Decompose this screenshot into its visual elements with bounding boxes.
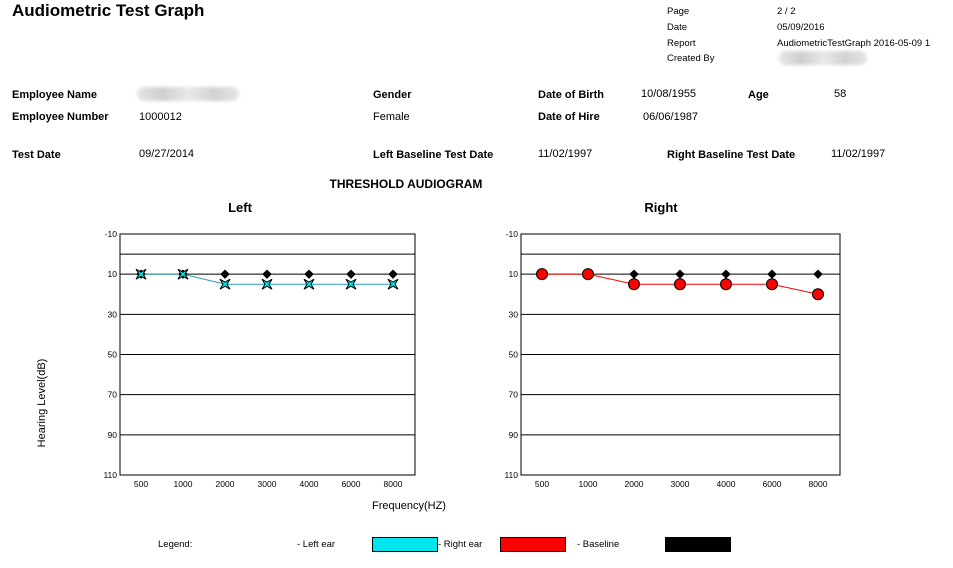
legend-baseline-label: - Baseline — [577, 539, 620, 550]
created-by-label: Created By — [667, 53, 715, 64]
right-ear-point — [582, 268, 594, 281]
employee-name-redacted — [137, 87, 239, 101]
left-baseline-label: Left Baseline Test Date — [373, 149, 494, 161]
x-tick-label-left: 3000 — [258, 479, 277, 489]
right-ear-point — [720, 278, 732, 291]
x-tick-label-right: 1000 — [579, 479, 598, 489]
y-tick-label-right: 10 — [509, 269, 519, 279]
legend-right-ear-swatch — [500, 537, 566, 552]
gender-label: Gender — [373, 89, 412, 101]
y-tick-label-right: 90 — [509, 430, 519, 440]
x-tick-label-left: 2000 — [216, 479, 235, 489]
baseline-point-left — [388, 269, 398, 279]
hire-label: Date of Hire — [538, 111, 600, 123]
baseline-point-left — [304, 269, 314, 279]
y-tick-label-left: 50 — [108, 350, 118, 360]
left-ear-point — [345, 278, 357, 290]
y-tick-label-right: 110 — [504, 470, 518, 480]
x-tick-label-right: 4000 — [717, 479, 736, 489]
page-label: Page — [667, 6, 690, 17]
y-tick-label-left: 110 — [103, 470, 117, 480]
employee-number-label: Employee Number — [12, 111, 109, 123]
x-tick-label-right: 8000 — [809, 479, 828, 489]
baseline-point-left — [220, 269, 230, 279]
hire-value: 06/06/1987 — [643, 111, 699, 123]
x-tick-label-left: 1000 — [174, 479, 193, 489]
right-ear-point — [674, 278, 686, 291]
y-tick-label-left: 30 — [108, 309, 118, 319]
x-tick-label-left: 8000 — [384, 479, 403, 489]
report-value: AudiometricTestGraph 2016-05-09 1 — [777, 38, 931, 49]
right-baseline-label: Right Baseline Test Date — [667, 149, 796, 161]
x-tick-label-right: 6000 — [763, 479, 782, 489]
date-value: 05/09/2016 — [777, 22, 825, 33]
baseline-point-right — [675, 269, 685, 279]
left-ear-point — [303, 278, 315, 290]
gender-value: Female — [373, 111, 410, 123]
created-by-redacted — [779, 51, 867, 65]
date-label: Date — [667, 22, 688, 33]
left-ear-point — [387, 278, 399, 290]
x-tick-label-left: 4000 — [300, 479, 319, 489]
y-tick-label-left: 70 — [108, 390, 118, 400]
employee-number-value: 1000012 — [139, 111, 182, 123]
legend-left-ear-label: - Left ear — [297, 539, 336, 550]
dob-value: 10/08/1955 — [641, 88, 697, 100]
baseline-point-right — [767, 269, 777, 279]
y-tick-label-right: 70 — [509, 390, 519, 400]
left-ear-point — [219, 278, 231, 290]
y-tick-label-right: -10 — [506, 229, 519, 239]
x-tick-label-right: 2000 — [625, 479, 644, 489]
baseline-point-right — [629, 269, 639, 279]
x-tick-label-left: 500 — [134, 479, 148, 489]
test-date-value: 09/27/2014 — [139, 148, 195, 160]
legend-right-ear-label: - Right ear — [438, 539, 483, 550]
baseline-point-left — [346, 269, 356, 279]
legend-label: Legend: — [158, 539, 193, 550]
y-tick-label-left: 90 — [108, 430, 118, 440]
y-axis-label: Hearing Level(dB) — [36, 358, 48, 448]
y-tick-label-right: 50 — [509, 350, 519, 360]
x-tick-label-right: 500 — [535, 479, 549, 489]
chart-title-left: Left — [228, 200, 253, 215]
dob-label: Date of Birth — [538, 89, 604, 101]
legend-baseline-swatch — [665, 537, 731, 552]
baseline-point-right — [721, 269, 731, 279]
test-date-label: Test Date — [12, 149, 61, 161]
age-value: 58 — [834, 88, 847, 100]
y-tick-label-left: -10 — [105, 229, 118, 239]
x-axis-label: Frequency(HZ) — [372, 500, 446, 512]
baseline-point-right — [813, 269, 823, 279]
right-ear-point — [536, 268, 548, 281]
legend-left-ear-swatch — [372, 537, 438, 552]
left-ear-point — [177, 268, 189, 280]
x-tick-label-right: 3000 — [671, 479, 690, 489]
baseline-point-left — [262, 269, 272, 279]
report-label: Report — [667, 38, 696, 49]
page-title: Audiometric Test Graph — [12, 1, 205, 20]
age-label: Age — [748, 89, 769, 101]
chart-title-right: Right — [644, 200, 678, 215]
right-ear-point — [812, 288, 824, 301]
left-baseline-value: 11/02/1997 — [538, 148, 593, 160]
page-value: 2 / 2 — [777, 6, 796, 17]
y-tick-label-right: 30 — [509, 309, 519, 319]
y-tick-label-left: 10 — [108, 269, 118, 279]
right-baseline-value: 11/02/1997 — [831, 148, 886, 160]
employee-name-label: Employee Name — [12, 89, 97, 101]
left-ear-point — [135, 268, 147, 280]
x-tick-label-left: 6000 — [342, 479, 361, 489]
right-ear-point — [628, 278, 640, 291]
section-title: THRESHOLD AUDIOGRAM — [329, 177, 483, 191]
left-ear-point — [261, 278, 273, 290]
right-ear-point — [766, 278, 778, 291]
